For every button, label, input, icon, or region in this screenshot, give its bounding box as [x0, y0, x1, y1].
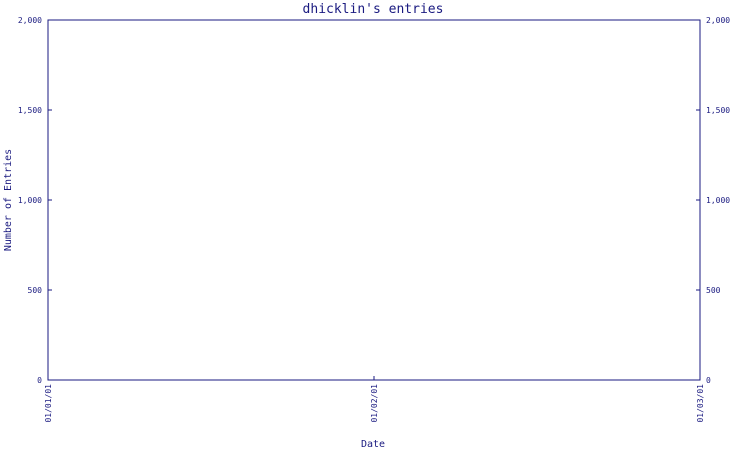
y-tick-label-right: 1,500 — [706, 106, 730, 115]
y-tick-label-right: 2,000 — [706, 16, 730, 25]
y-tick-label-right: 500 — [706, 286, 721, 295]
x-axis: 01/01/01 01/02/01 01/03/01 — [44, 376, 705, 423]
x-tick-label: 01/01/01 — [44, 384, 53, 423]
y-axis-left: 0 500 1,000 1,500 2,000 — [18, 16, 52, 385]
y-axis-right: 0 500 1,000 1,500 2,000 — [696, 16, 730, 385]
y-axis-label: Number of Entries — [3, 149, 14, 251]
x-axis-label: Date — [361, 439, 385, 450]
y-tick-label-left: 1,500 — [18, 106, 42, 115]
y-tick-label-left: 0 — [37, 376, 42, 385]
y-tick-label-right: 1,000 — [706, 196, 730, 205]
y-tick-label-right: 0 — [706, 376, 711, 385]
x-tick-label: 01/02/01 — [370, 384, 379, 423]
x-tick-label: 01/03/01 — [696, 384, 705, 423]
y-tick-label-left: 1,000 — [18, 196, 42, 205]
plot-frame — [47, 19, 701, 381]
chart-title: dhicklin's entries — [303, 2, 444, 17]
y-tick-label-left: 500 — [28, 286, 43, 295]
y-tick-label-left: 2,000 — [18, 16, 42, 25]
